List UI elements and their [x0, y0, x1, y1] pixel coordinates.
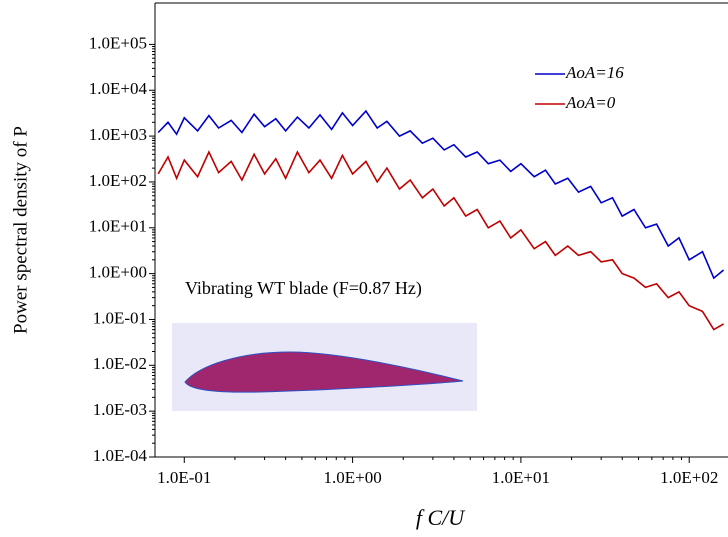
y-axis-label: Power spectral density of P: [10, 126, 31, 334]
y-tick-label: 1.0E-04: [93, 446, 148, 465]
x-tick-label: 1.0E+00: [323, 468, 381, 487]
y-tick-label: 1.0E+01: [89, 217, 147, 236]
x-axis-label: f C/U: [416, 505, 466, 530]
legend-label: AoA=16: [565, 63, 624, 82]
x-tick-label: 1.0E-01: [157, 468, 211, 487]
y-tick-label: 1.0E-03: [93, 400, 147, 419]
airfoil: [184, 351, 464, 393]
annotation: Vibrating WT blade (F=0.87 Hz): [185, 278, 422, 299]
y-tick-label: 1.0E+04: [89, 79, 148, 98]
y-tick-label: 1.0E+05: [89, 33, 147, 52]
legend-label: AoA=0: [565, 93, 616, 112]
x-tick-label: 1.0E+01: [492, 468, 550, 487]
y-tick-label: 1.0E+00: [89, 263, 147, 282]
data-line: [157, 150, 725, 331]
y-tick-label: 1.0E+02: [89, 171, 147, 190]
data-line: [157, 109, 725, 280]
y-tick-label: 1.0E-02: [93, 354, 147, 373]
x-tick-label: 1.0E+02: [660, 468, 718, 487]
y-tick-label: 1.0E+03: [89, 125, 147, 144]
y-tick-label: 1.0E-01: [93, 308, 147, 327]
inset: [172, 323, 477, 411]
plot-area: [157, 109, 725, 331]
